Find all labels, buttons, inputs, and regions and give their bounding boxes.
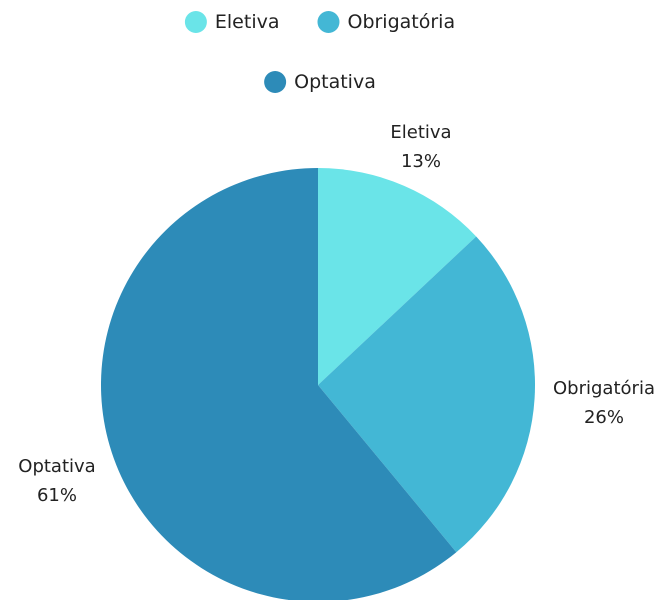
pie-slice-eletiva — [318, 168, 477, 385]
slice-label-value-obrigatoria: 26% — [584, 407, 624, 428]
pie-slice-obrigatoria — [318, 236, 536, 553]
legend-swatch-eletiva — [184, 11, 207, 33]
slice-labels: Eletiva 13% Obrigatória 26% Optativa 61% — [18, 122, 655, 506]
slice-label-name-eletiva: Eletiva — [390, 122, 451, 143]
slice-label-value-optativa: 61% — [37, 485, 77, 506]
legend-label-optativa: Optativa — [294, 71, 376, 93]
legend-swatch-optativa — [264, 71, 287, 93]
slice-label-name-optativa: Optativa — [18, 456, 95, 477]
legend-item-eletiva: Eletiva — [184, 11, 280, 33]
pie-slice-optativa — [101, 168, 457, 600]
legend-label-eletiva: Eletiva — [215, 11, 280, 33]
slice-label-name-obrigatoria: Obrigatória — [553, 378, 655, 399]
legend-label-obrigatoria: Obrigatória — [347, 11, 455, 33]
legend-item-obrigatoria: Obrigatória — [317, 11, 455, 33]
slice-label-value-eletiva: 13% — [401, 151, 441, 172]
legend-swatch-obrigatoria — [317, 11, 340, 33]
legend-item-optativa: Optativa — [264, 71, 376, 93]
chart-legend: Eletiva Obrigatória Optativa — [184, 11, 455, 93]
pie-slices — [101, 168, 536, 600]
